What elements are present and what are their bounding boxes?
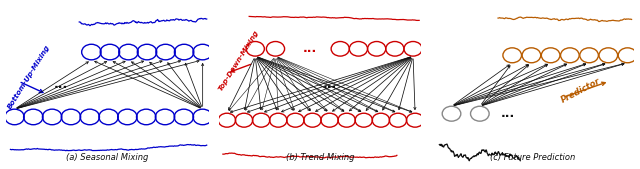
Text: (b) Trend Mixing: (b) Trend Mixing <box>285 153 355 162</box>
Text: ...: ... <box>54 78 68 91</box>
Text: ...: ... <box>323 78 337 91</box>
Text: ...: ... <box>501 107 515 120</box>
Text: ...: ... <box>303 42 317 55</box>
Text: Top-Down-Mixing: Top-Down-Mixing <box>218 29 260 92</box>
Text: Bottom-Up-Mixing: Bottom-Up-Mixing <box>6 43 51 110</box>
Text: (a) Seasonal Mixing: (a) Seasonal Mixing <box>67 153 148 162</box>
Text: Predictor: Predictor <box>560 77 602 105</box>
Text: (c) Future Prediction: (c) Future Prediction <box>490 153 575 162</box>
